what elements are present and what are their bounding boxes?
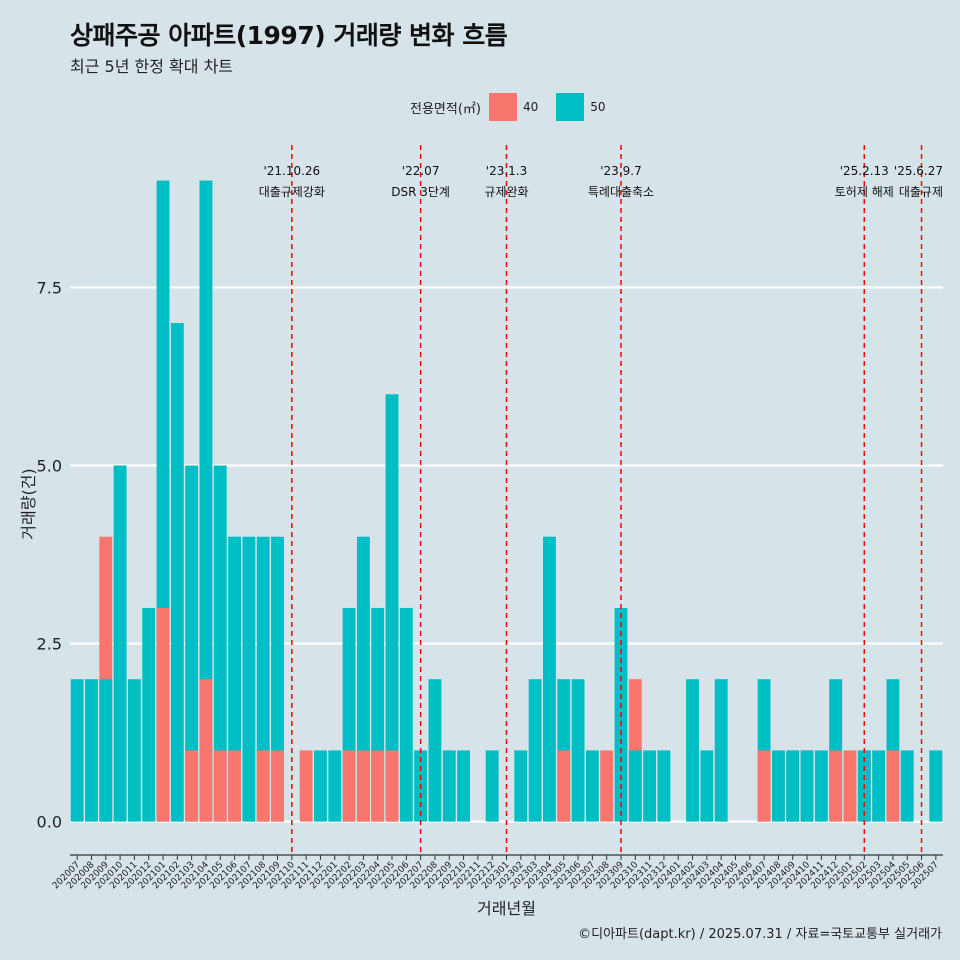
bar-50-202012 bbox=[142, 607, 156, 822]
bar-50-202105 bbox=[213, 465, 227, 822]
legend-label-50: 50 bbox=[590, 100, 606, 114]
x-axis-title: 거래년월 bbox=[477, 899, 536, 918]
event-date-label: '23.1.3 bbox=[486, 164, 527, 178]
bar-40-202103 bbox=[185, 750, 199, 822]
y-axis-title: 거래량(건) bbox=[19, 468, 38, 539]
bar-50-202201 bbox=[328, 750, 342, 822]
legend-key-50 bbox=[556, 93, 585, 121]
bar-40-202203 bbox=[356, 750, 370, 822]
source-caption: ©디아파트(dapt.kr) / 2025.07.31 / 자료=국토교통부 실… bbox=[578, 927, 942, 942]
bar-50-202408 bbox=[771, 750, 785, 822]
bar-50-202410 bbox=[800, 750, 814, 822]
event-text-label: 특례대출축소 bbox=[588, 185, 654, 199]
bar-40-202105 bbox=[213, 750, 227, 822]
bar-50-202208 bbox=[428, 679, 442, 822]
bar-50-202312 bbox=[657, 750, 671, 822]
bar-50-202311 bbox=[643, 750, 657, 822]
bar-50-202307 bbox=[585, 750, 599, 822]
bar-50-202212 bbox=[485, 750, 499, 822]
bar-50-202205 bbox=[385, 394, 399, 822]
bar-50-202304 bbox=[542, 536, 556, 822]
bar-40-202204 bbox=[371, 750, 385, 822]
event-date-label: '25.2.13 bbox=[840, 164, 889, 178]
bar-40-202111 bbox=[299, 750, 313, 822]
bar-40-202106 bbox=[228, 750, 242, 822]
bar-40-202501 bbox=[843, 750, 857, 822]
bar-50-202008 bbox=[85, 679, 98, 822]
bar-40-202308 bbox=[600, 750, 614, 822]
legend-key-40 bbox=[488, 93, 517, 121]
bar-50-202505 bbox=[900, 750, 914, 822]
bar-50-202010 bbox=[113, 465, 127, 822]
event-date-label: '25.6.27 bbox=[894, 164, 943, 178]
event-date-label: '23.9.7 bbox=[600, 164, 641, 178]
y-tick-label: 7.5 bbox=[37, 278, 62, 297]
bar-50-202404 bbox=[714, 679, 728, 822]
bar-40-202104 bbox=[199, 679, 213, 822]
bar-50-202507 bbox=[929, 750, 943, 822]
bar-50-202503 bbox=[872, 750, 886, 822]
y-tick-label: 2.5 bbox=[37, 635, 62, 654]
bar-50-202303 bbox=[528, 679, 542, 822]
event-date-label: '22.07 bbox=[402, 164, 440, 178]
bar-50-202210 bbox=[457, 750, 471, 822]
bar-50-202306 bbox=[571, 679, 585, 822]
bar-50-202007 bbox=[70, 679, 84, 822]
bar-40-202407 bbox=[757, 750, 771, 822]
bar-50-202302 bbox=[514, 750, 528, 822]
event-text-label: 대출규제 bbox=[899, 185, 943, 199]
bar-40-202412 bbox=[829, 750, 843, 822]
bar-40-202504 bbox=[886, 750, 900, 822]
legend: 전용면적(㎡) 40 50 bbox=[410, 93, 624, 121]
bar-50-202011 bbox=[127, 679, 141, 822]
bar-50-202102 bbox=[170, 323, 184, 822]
bar-50-202206 bbox=[399, 607, 413, 822]
bar-40-202202 bbox=[342, 750, 356, 822]
bar-50-202107 bbox=[242, 536, 256, 822]
bar-40-202108 bbox=[256, 750, 270, 822]
legend-title: 전용면적(㎡) bbox=[410, 101, 481, 117]
bar-50-202112 bbox=[314, 750, 327, 822]
bar-50-202402 bbox=[686, 679, 699, 822]
bar-50-202411 bbox=[814, 750, 828, 822]
legend-label-40: 40 bbox=[522, 100, 539, 114]
bar-40-202205 bbox=[385, 750, 399, 822]
bar-50-202209 bbox=[442, 750, 456, 822]
y-tick-label: 0.0 bbox=[37, 813, 62, 832]
bar-40-202305 bbox=[557, 750, 571, 822]
chart-subtitle: 최근 5년 한정 확대 차트 bbox=[70, 57, 234, 76]
bar-50-202310 bbox=[628, 750, 642, 822]
bar-50-202104 bbox=[199, 180, 213, 822]
y-tick-label: 5.0 bbox=[37, 457, 62, 476]
bar-50-202009 bbox=[99, 679, 113, 822]
chart-title: 상패주공 아파트(1997) 거래량 변화 흐름 bbox=[70, 21, 508, 50]
bar-40-202101 bbox=[156, 607, 170, 822]
event-text-label: 대출규제강화 bbox=[259, 185, 325, 199]
bar-40-202109 bbox=[271, 750, 284, 822]
bar-50-202409 bbox=[786, 750, 800, 822]
event-text-label: 규제완화 bbox=[484, 185, 528, 199]
event-text-label: 토허제 해제 bbox=[835, 185, 894, 199]
event-date-label: '21.10.26 bbox=[263, 164, 320, 178]
bar-50-202103 bbox=[185, 465, 199, 822]
bar-50-202403 bbox=[700, 750, 714, 822]
event-text-label: DSR 3단계 bbox=[391, 185, 450, 199]
